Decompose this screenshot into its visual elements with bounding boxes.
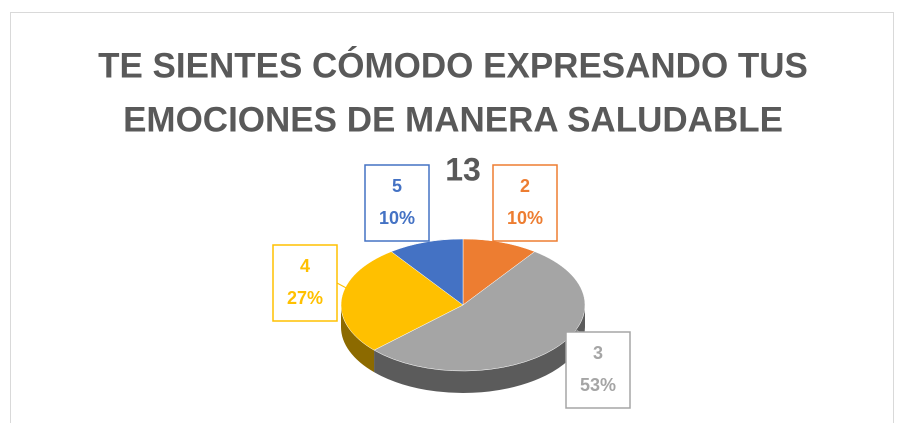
slice-top xyxy=(390,238,464,306)
data-label: 53% xyxy=(580,375,616,395)
chart-title: EMOCIONES DE MANERA SALUDABLE xyxy=(123,100,783,139)
label-box xyxy=(272,244,338,322)
slice-side xyxy=(374,305,585,394)
label-box xyxy=(364,164,430,242)
slice-side xyxy=(341,305,375,373)
data-label: 10% xyxy=(379,208,415,228)
chart-subtitle: 13 xyxy=(445,151,481,187)
slice-top xyxy=(340,251,464,351)
data-label: 10% xyxy=(507,208,543,228)
chart-title: TE SIENTES CÓMODO EXPRESANDO TUS xyxy=(98,45,808,85)
label-category: 5 xyxy=(392,176,402,196)
label-category: 2 xyxy=(520,176,530,196)
label-box xyxy=(492,164,558,242)
pie-slice xyxy=(340,251,464,373)
label-category: 3 xyxy=(593,343,603,363)
pie-slice xyxy=(462,238,536,306)
pie-slice xyxy=(373,251,586,394)
slice-top xyxy=(462,238,536,306)
label-category: 4 xyxy=(300,256,310,276)
leader-line xyxy=(336,282,351,291)
label-box xyxy=(565,331,631,409)
slice-top xyxy=(373,251,586,372)
pie-slice xyxy=(390,238,464,306)
data-label: 27% xyxy=(287,288,323,308)
